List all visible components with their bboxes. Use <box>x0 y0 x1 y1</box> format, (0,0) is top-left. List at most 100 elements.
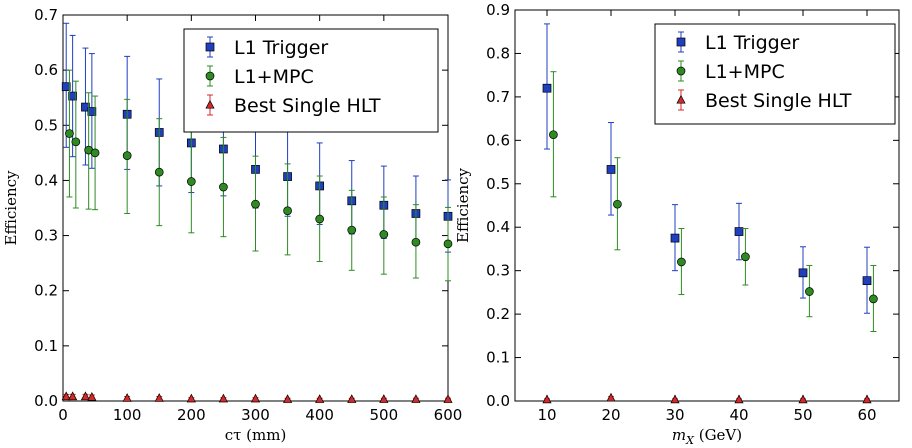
data-point <box>379 394 389 403</box>
data-point <box>251 199 260 209</box>
efficiency-vs-mass-panel: 0.0 0.1 0.2 0.3 0.4 0.5 0.6 0.7 0.8 0.9 10 20 30 40 50… <box>454 1 900 447</box>
series-l1-trigger <box>542 23 872 314</box>
legend-label: Best Single HLT <box>234 95 381 117</box>
data-point <box>613 199 622 209</box>
data-point <box>606 165 616 174</box>
data-point <box>542 83 552 93</box>
legend: L1 Trigger L1+MPC Best Single HLT <box>183 28 439 133</box>
x-tick-label: 100 <box>113 406 142 424</box>
x-tick-label: 40 <box>729 406 748 424</box>
y-tick-label: 0.7 <box>486 88 510 106</box>
series-best-single-hlt <box>542 392 872 404</box>
legend-box <box>654 23 896 125</box>
y-tick-label: 0.4 <box>34 171 58 189</box>
y-tick-label: 0.2 <box>486 305 510 323</box>
data-point <box>68 91 77 101</box>
legend-marker <box>676 66 686 76</box>
data-point <box>549 130 558 140</box>
data-point <box>606 392 616 402</box>
x-tick-label: 50 <box>793 406 812 424</box>
y-tick-label: 0.0 <box>486 392 510 410</box>
y-axis-label: Efficiency <box>2 170 20 246</box>
data-point <box>122 151 132 160</box>
y-tick-label: 0.5 <box>34 116 58 134</box>
data-point <box>677 257 686 267</box>
y-tick-label: 0.1 <box>486 349 510 367</box>
legend-box <box>183 28 439 133</box>
x-tick-label: 60 <box>857 406 876 424</box>
legend-label: L1+MPC <box>705 61 785 83</box>
data-point <box>869 294 878 304</box>
legend-marker <box>205 42 215 52</box>
data-point <box>283 206 292 216</box>
x-tick-label: 500 <box>370 406 399 424</box>
legend-marker <box>205 99 215 109</box>
y-tick-label: 0.9 <box>486 1 510 19</box>
data-point <box>283 394 293 403</box>
series-l1-mpc <box>65 69 453 282</box>
y-tick-label: 0.6 <box>34 61 58 79</box>
data-point <box>862 394 872 404</box>
data-point <box>61 82 71 92</box>
efficiency-vs-ctau-panel: 0.0 0.1 0.2 0.3 0.4 0.5 0.6 0.7 0 100 200 300 400 500… <box>2 6 462 444</box>
legend-label: L1 Trigger <box>705 32 799 54</box>
data-point <box>71 137 81 147</box>
data-point <box>798 394 808 404</box>
data-point <box>250 393 261 403</box>
data-point <box>80 391 91 401</box>
legend-marker <box>676 94 686 104</box>
data-point <box>122 393 132 402</box>
axes-frame <box>514 9 900 402</box>
data-point <box>68 391 78 401</box>
data-point <box>443 239 453 249</box>
data-point <box>411 394 421 403</box>
data-point <box>798 268 808 278</box>
data-point <box>542 394 552 404</box>
data-point <box>741 252 750 262</box>
legend-label: L1+MPC <box>234 66 314 88</box>
x-tick-label: 300 <box>241 406 270 424</box>
data-point <box>90 148 100 158</box>
y-tick-label: 0.2 <box>34 282 58 300</box>
y-tick-label: 0.6 <box>486 131 510 149</box>
data-point <box>218 393 228 403</box>
x-tick-label: 200 <box>177 406 206 424</box>
data-point <box>670 394 680 404</box>
y-tick-label: 0.3 <box>486 262 510 280</box>
y-tick-label: 0.1 <box>34 337 58 355</box>
data-point <box>186 177 196 186</box>
x-tick-label: 10 <box>537 406 556 424</box>
data-point <box>315 394 325 403</box>
x-axis-label: cτ (mm) <box>225 426 287 444</box>
data-point <box>347 394 357 403</box>
series-l1-mpc <box>549 71 878 332</box>
x-tick-label: 30 <box>665 406 684 424</box>
data-point <box>734 394 744 404</box>
data-point <box>411 237 421 247</box>
legend-label: L1 Trigger <box>234 37 328 59</box>
y-tick-label: 0.4 <box>486 218 510 236</box>
data-point <box>734 227 744 236</box>
data-point <box>347 225 357 235</box>
data-point <box>670 233 680 243</box>
x-tick-label: 0 <box>58 406 68 424</box>
y-axis-label: Efficiency <box>454 167 472 243</box>
x-tick-label: 600 <box>434 406 463 424</box>
y-tick-label: 0.3 <box>34 227 58 245</box>
data-point <box>65 129 74 138</box>
x-axis-label: mX (GeV) <box>672 426 742 447</box>
data-point <box>61 391 71 401</box>
legend-marker <box>676 37 686 47</box>
data-point <box>805 287 814 296</box>
data-point <box>186 393 196 403</box>
data-point <box>862 276 872 286</box>
legend-label: Best Single HLT <box>705 90 852 112</box>
data-point <box>315 214 325 224</box>
y-tick-label: 0.7 <box>34 6 58 24</box>
y-tick-label: 0.0 <box>34 392 58 410</box>
series-best-single-hlt <box>61 391 453 403</box>
x-tick-label: 400 <box>305 406 334 424</box>
data-point <box>87 391 97 401</box>
data-point <box>81 102 90 112</box>
